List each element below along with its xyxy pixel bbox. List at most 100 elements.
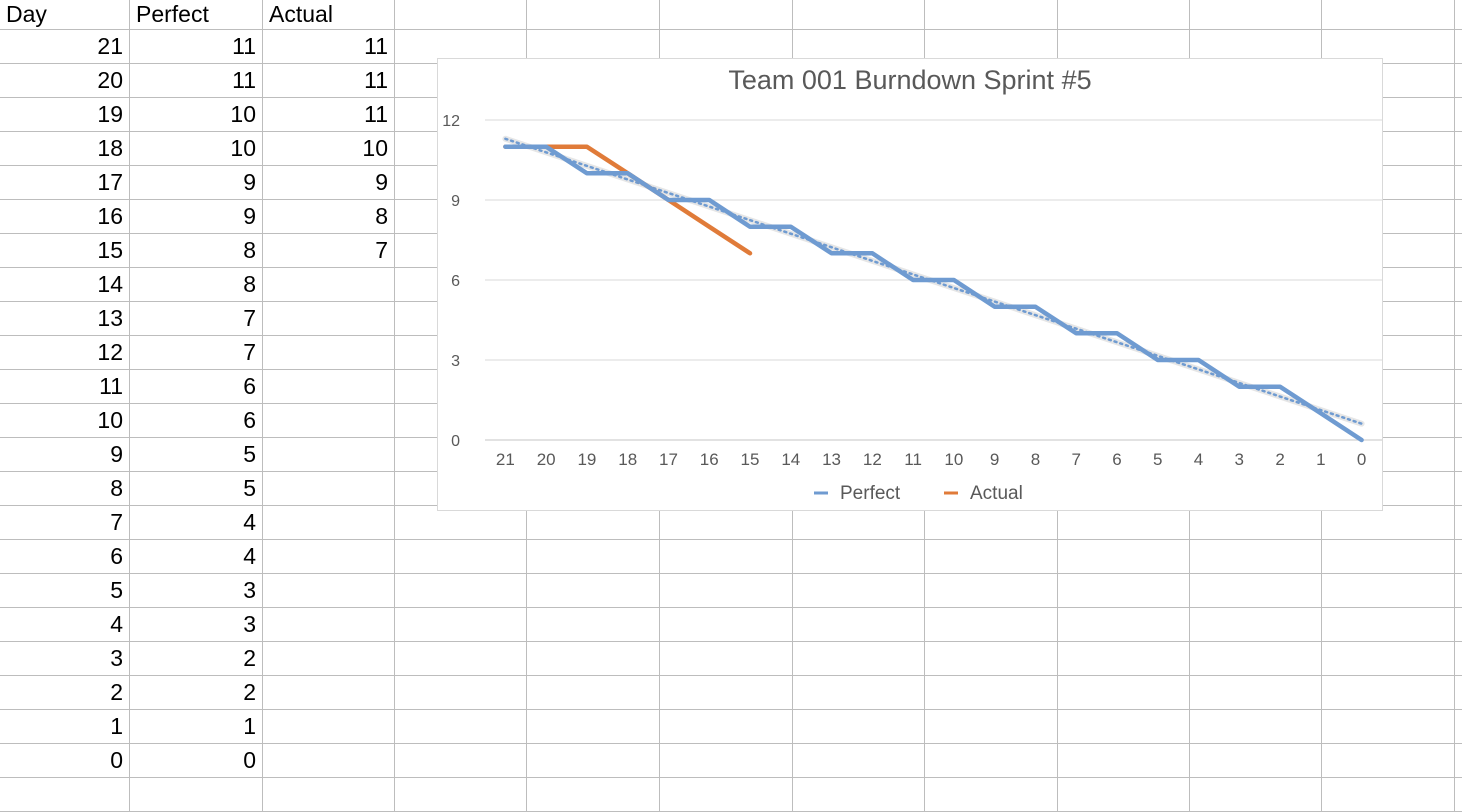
table-cell-actual[interactable]: [263, 404, 395, 438]
sheet-cell[interactable]: [1190, 506, 1322, 540]
sheet-cell[interactable]: [1455, 166, 1462, 200]
sheet-cell[interactable]: [395, 744, 527, 778]
sheet-cell[interactable]: [793, 608, 925, 642]
sheet-cell[interactable]: [1058, 608, 1190, 642]
sheet-cell[interactable]: [527, 608, 660, 642]
sheet-cell[interactable]: [1455, 608, 1462, 642]
sheet-cell[interactable]: [1322, 336, 1455, 370]
table-cell-perfect[interactable]: 0: [130, 744, 263, 778]
sheet-cell[interactable]: [660, 676, 793, 710]
sheet-cell[interactable]: [1322, 744, 1455, 778]
sheet-cell[interactable]: [1190, 710, 1322, 744]
table-cell-day[interactable]: 8: [0, 472, 130, 506]
table-cell-perfect[interactable]: 4: [130, 540, 263, 574]
table-cell-day[interactable]: 19: [0, 98, 130, 132]
sheet-cell[interactable]: [1322, 472, 1455, 506]
table-cell-day[interactable]: 3: [0, 642, 130, 676]
table-cell-perfect[interactable]: 9: [130, 200, 263, 234]
sheet-cell[interactable]: [527, 574, 660, 608]
table-cell-actual[interactable]: 10: [263, 132, 395, 166]
sheet-cell[interactable]: [925, 574, 1058, 608]
sheet-cell[interactable]: [1455, 336, 1462, 370]
table-cell-perfect[interactable]: 1: [130, 710, 263, 744]
table-cell-perfect[interactable]: 10: [130, 132, 263, 166]
column-header-perfect[interactable]: Perfect: [130, 0, 263, 30]
table-cell-perfect[interactable]: 9: [130, 166, 263, 200]
sheet-cell[interactable]: [1322, 30, 1455, 64]
sheet-cell[interactable]: [1322, 642, 1455, 676]
sheet-cell[interactable]: [1455, 574, 1462, 608]
sheet-cell[interactable]: [793, 710, 925, 744]
sheet-cell[interactable]: [263, 778, 395, 812]
sheet-cell[interactable]: [1190, 642, 1322, 676]
table-cell-actual[interactable]: [263, 642, 395, 676]
sheet-cell[interactable]: [395, 0, 527, 30]
sheet-cell[interactable]: [925, 642, 1058, 676]
sheet-cell[interactable]: [660, 574, 793, 608]
sheet-cell[interactable]: [660, 506, 793, 540]
sheet-cell[interactable]: [1455, 778, 1462, 812]
sheet-cell[interactable]: [395, 506, 527, 540]
sheet-cell[interactable]: [1058, 506, 1190, 540]
burndown-chart[interactable]: Team 001 Burndown Sprint #5 0 3 6 9 12 21 20 1…: [437, 58, 1383, 511]
sheet-cell[interactable]: [1455, 30, 1462, 64]
sheet-cell[interactable]: [793, 676, 925, 710]
table-cell-actual[interactable]: 11: [263, 64, 395, 98]
table-cell-day[interactable]: 7: [0, 506, 130, 540]
sheet-cell[interactable]: [130, 778, 263, 812]
table-cell-day[interactable]: 14: [0, 268, 130, 302]
sheet-cell[interactable]: [1455, 642, 1462, 676]
sheet-cell[interactable]: [1190, 0, 1322, 30]
sheet-cell[interactable]: [1058, 574, 1190, 608]
sheet-cell[interactable]: [1058, 710, 1190, 744]
sheet-cell[interactable]: [1322, 404, 1455, 438]
table-cell-actual[interactable]: [263, 540, 395, 574]
table-cell-day[interactable]: 5: [0, 574, 130, 608]
sheet-cell[interactable]: [1322, 302, 1455, 336]
sheet-cell[interactable]: [660, 642, 793, 676]
sheet-cell[interactable]: [1455, 744, 1462, 778]
table-cell-actual[interactable]: 8: [263, 200, 395, 234]
sheet-cell[interactable]: [1455, 0, 1462, 30]
sheet-cell[interactable]: [1455, 506, 1462, 540]
sheet-cell[interactable]: [1455, 234, 1462, 268]
sheet-cell[interactable]: [1322, 438, 1455, 472]
table-cell-actual[interactable]: [263, 710, 395, 744]
table-cell-actual[interactable]: [263, 438, 395, 472]
sheet-cell[interactable]: [1322, 710, 1455, 744]
table-cell-day[interactable]: 20: [0, 64, 130, 98]
sheet-cell[interactable]: [1322, 268, 1455, 302]
sheet-cell[interactable]: [925, 676, 1058, 710]
table-cell-perfect[interactable]: 2: [130, 676, 263, 710]
table-cell-day[interactable]: 10: [0, 404, 130, 438]
sheet-cell[interactable]: [527, 0, 660, 30]
sheet-cell[interactable]: [1455, 98, 1462, 132]
sheet-cell[interactable]: [1455, 132, 1462, 166]
sheet-cell[interactable]: [793, 642, 925, 676]
sheet-cell[interactable]: [1322, 608, 1455, 642]
table-cell-actual[interactable]: 7: [263, 234, 395, 268]
sheet-cell[interactable]: [1455, 676, 1462, 710]
table-cell-perfect[interactable]: 8: [130, 268, 263, 302]
sheet-cell[interactable]: [1455, 438, 1462, 472]
table-cell-perfect[interactable]: 8: [130, 234, 263, 268]
table-cell-day[interactable]: 13: [0, 302, 130, 336]
table-cell-actual[interactable]: 9: [263, 166, 395, 200]
sheet-cell[interactable]: [1058, 540, 1190, 574]
sheet-cell[interactable]: [1058, 642, 1190, 676]
sheet-cell[interactable]: [1455, 370, 1462, 404]
table-cell-perfect[interactable]: 7: [130, 302, 263, 336]
table-cell-actual[interactable]: [263, 472, 395, 506]
sheet-cell[interactable]: [1058, 778, 1190, 812]
sheet-cell[interactable]: [1455, 200, 1462, 234]
sheet-cell[interactable]: [395, 642, 527, 676]
table-cell-perfect[interactable]: 5: [130, 438, 263, 472]
table-cell-day[interactable]: 1: [0, 710, 130, 744]
sheet-cell[interactable]: [660, 0, 793, 30]
sheet-cell[interactable]: [395, 574, 527, 608]
table-cell-day[interactable]: 2: [0, 676, 130, 710]
table-cell-actual[interactable]: [263, 268, 395, 302]
sheet-cell[interactable]: [1455, 64, 1462, 98]
table-cell-perfect[interactable]: 6: [130, 404, 263, 438]
table-cell-actual[interactable]: 11: [263, 30, 395, 64]
